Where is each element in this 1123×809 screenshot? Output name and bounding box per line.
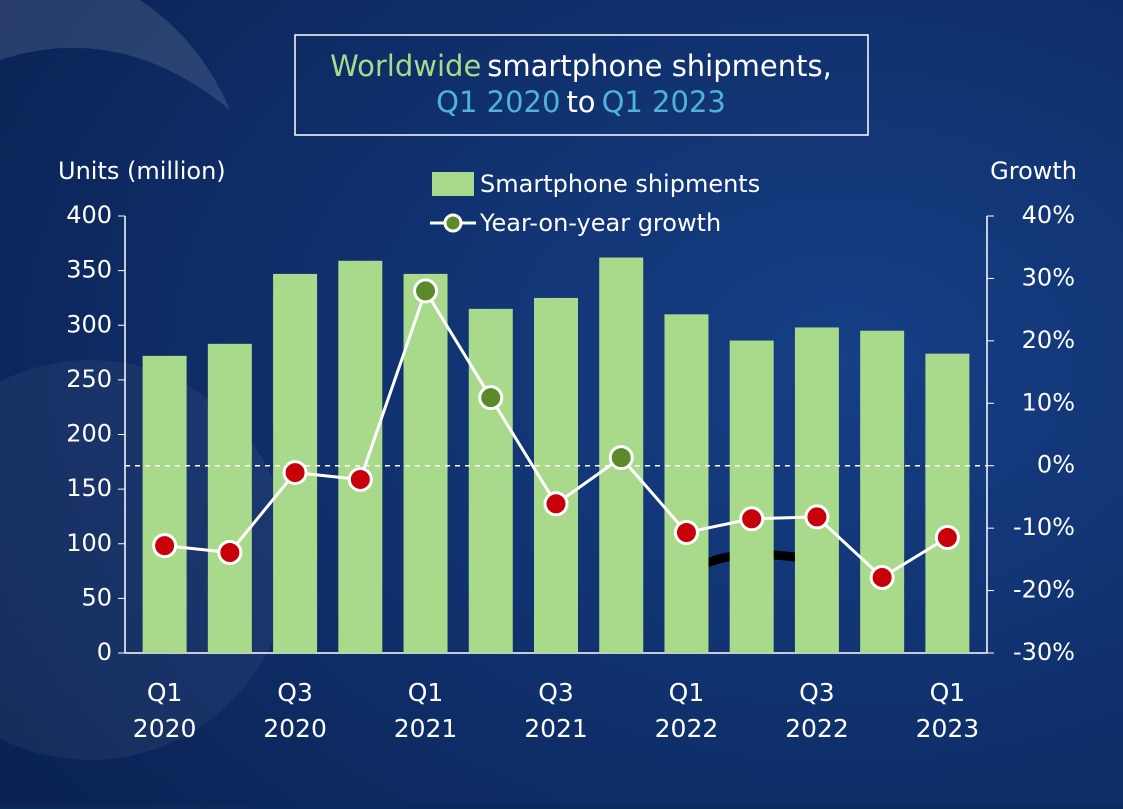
y2-tick-label: 40% xyxy=(1022,201,1075,229)
title-part: Worldwide xyxy=(330,49,481,83)
x-tick-label: Q1 2023 xyxy=(915,678,980,743)
growth-point xyxy=(413,278,439,304)
y2-tick-label: -20% xyxy=(1013,576,1075,604)
growth-point xyxy=(347,466,373,492)
legend-label: Year-on-year growth xyxy=(479,209,721,237)
y-tick-label: 350 xyxy=(66,256,112,284)
x-tick-label: Q3 2022 xyxy=(785,678,849,743)
title-part: smartphone shipments, xyxy=(487,49,832,83)
x-label-box: Q1 2020 xyxy=(132,678,197,743)
growth-point xyxy=(869,564,895,590)
x-label-box: Q3 2022 xyxy=(785,678,849,743)
y2-tick-label: 20% xyxy=(1022,326,1075,354)
bar xyxy=(142,355,187,653)
growth-point xyxy=(478,385,504,411)
title-part: to xyxy=(566,85,595,119)
bar xyxy=(729,340,774,653)
y-tick-label: 50 xyxy=(81,583,112,611)
x-tick-label: Q1 2022 xyxy=(654,678,719,743)
bar xyxy=(207,343,252,653)
growth-point xyxy=(282,460,308,486)
bar xyxy=(664,314,709,653)
bar xyxy=(534,297,578,653)
growth-point xyxy=(608,445,634,471)
x-tick-label: Q1 2020 xyxy=(132,678,197,743)
y-tick-label: 150 xyxy=(66,474,112,502)
x-label-box: Q3 2020 xyxy=(263,678,327,743)
title-part: Q1 2023 xyxy=(602,85,726,119)
title-box xyxy=(294,34,869,136)
y-axis-title: Units (million) xyxy=(58,157,226,185)
y-tick-label: 250 xyxy=(66,365,112,393)
growth-point xyxy=(217,539,243,565)
y2-axis-title: Growth xyxy=(990,157,1077,185)
y-tick-label: 0 xyxy=(97,638,112,666)
x-label-box: Q1 2022 xyxy=(654,678,719,743)
bar xyxy=(860,330,905,653)
y2-tick-label: -10% xyxy=(1013,513,1075,541)
chart-title: Q1 2020 to Q1 2023 xyxy=(436,85,726,119)
y-tick-label: 200 xyxy=(66,420,112,448)
x-label-box: Q1 2021 xyxy=(393,678,458,743)
bar xyxy=(338,260,383,653)
y-tick-label: 100 xyxy=(66,529,112,557)
growth-point xyxy=(739,506,765,532)
chart-title: Worldwide smartphone shipments, xyxy=(330,49,832,83)
bar xyxy=(403,273,448,653)
growth-point xyxy=(152,533,178,559)
x-tick-label: Q3 2020 xyxy=(263,678,327,743)
y-tick-label: 400 xyxy=(66,201,112,229)
title-part: Q1 2020 xyxy=(436,85,560,119)
legend-label: Smartphone shipments xyxy=(480,170,760,198)
growth-point xyxy=(804,504,830,530)
legend-swatch xyxy=(432,172,474,196)
bar xyxy=(925,353,970,653)
growth-point xyxy=(934,525,960,551)
bar xyxy=(468,308,513,653)
y2-tick-label: 10% xyxy=(1022,388,1075,416)
bar xyxy=(794,327,839,653)
y-tick-label: 300 xyxy=(66,310,112,338)
y2-tick-label: 0% xyxy=(1037,451,1075,479)
legend-marker xyxy=(443,213,463,233)
growth-point xyxy=(543,491,569,517)
x-tick-label: Q1 2021 xyxy=(393,678,458,743)
growth-point xyxy=(673,520,699,546)
y2-tick-label: 30% xyxy=(1022,263,1075,291)
x-tick-label: Q3 2021 xyxy=(524,678,588,743)
y2-tick-label: -30% xyxy=(1013,638,1075,666)
x-label-box: Q1 2023 xyxy=(915,678,980,743)
x-label-box: Q3 2021 xyxy=(524,678,588,743)
decoration xyxy=(0,0,230,110)
